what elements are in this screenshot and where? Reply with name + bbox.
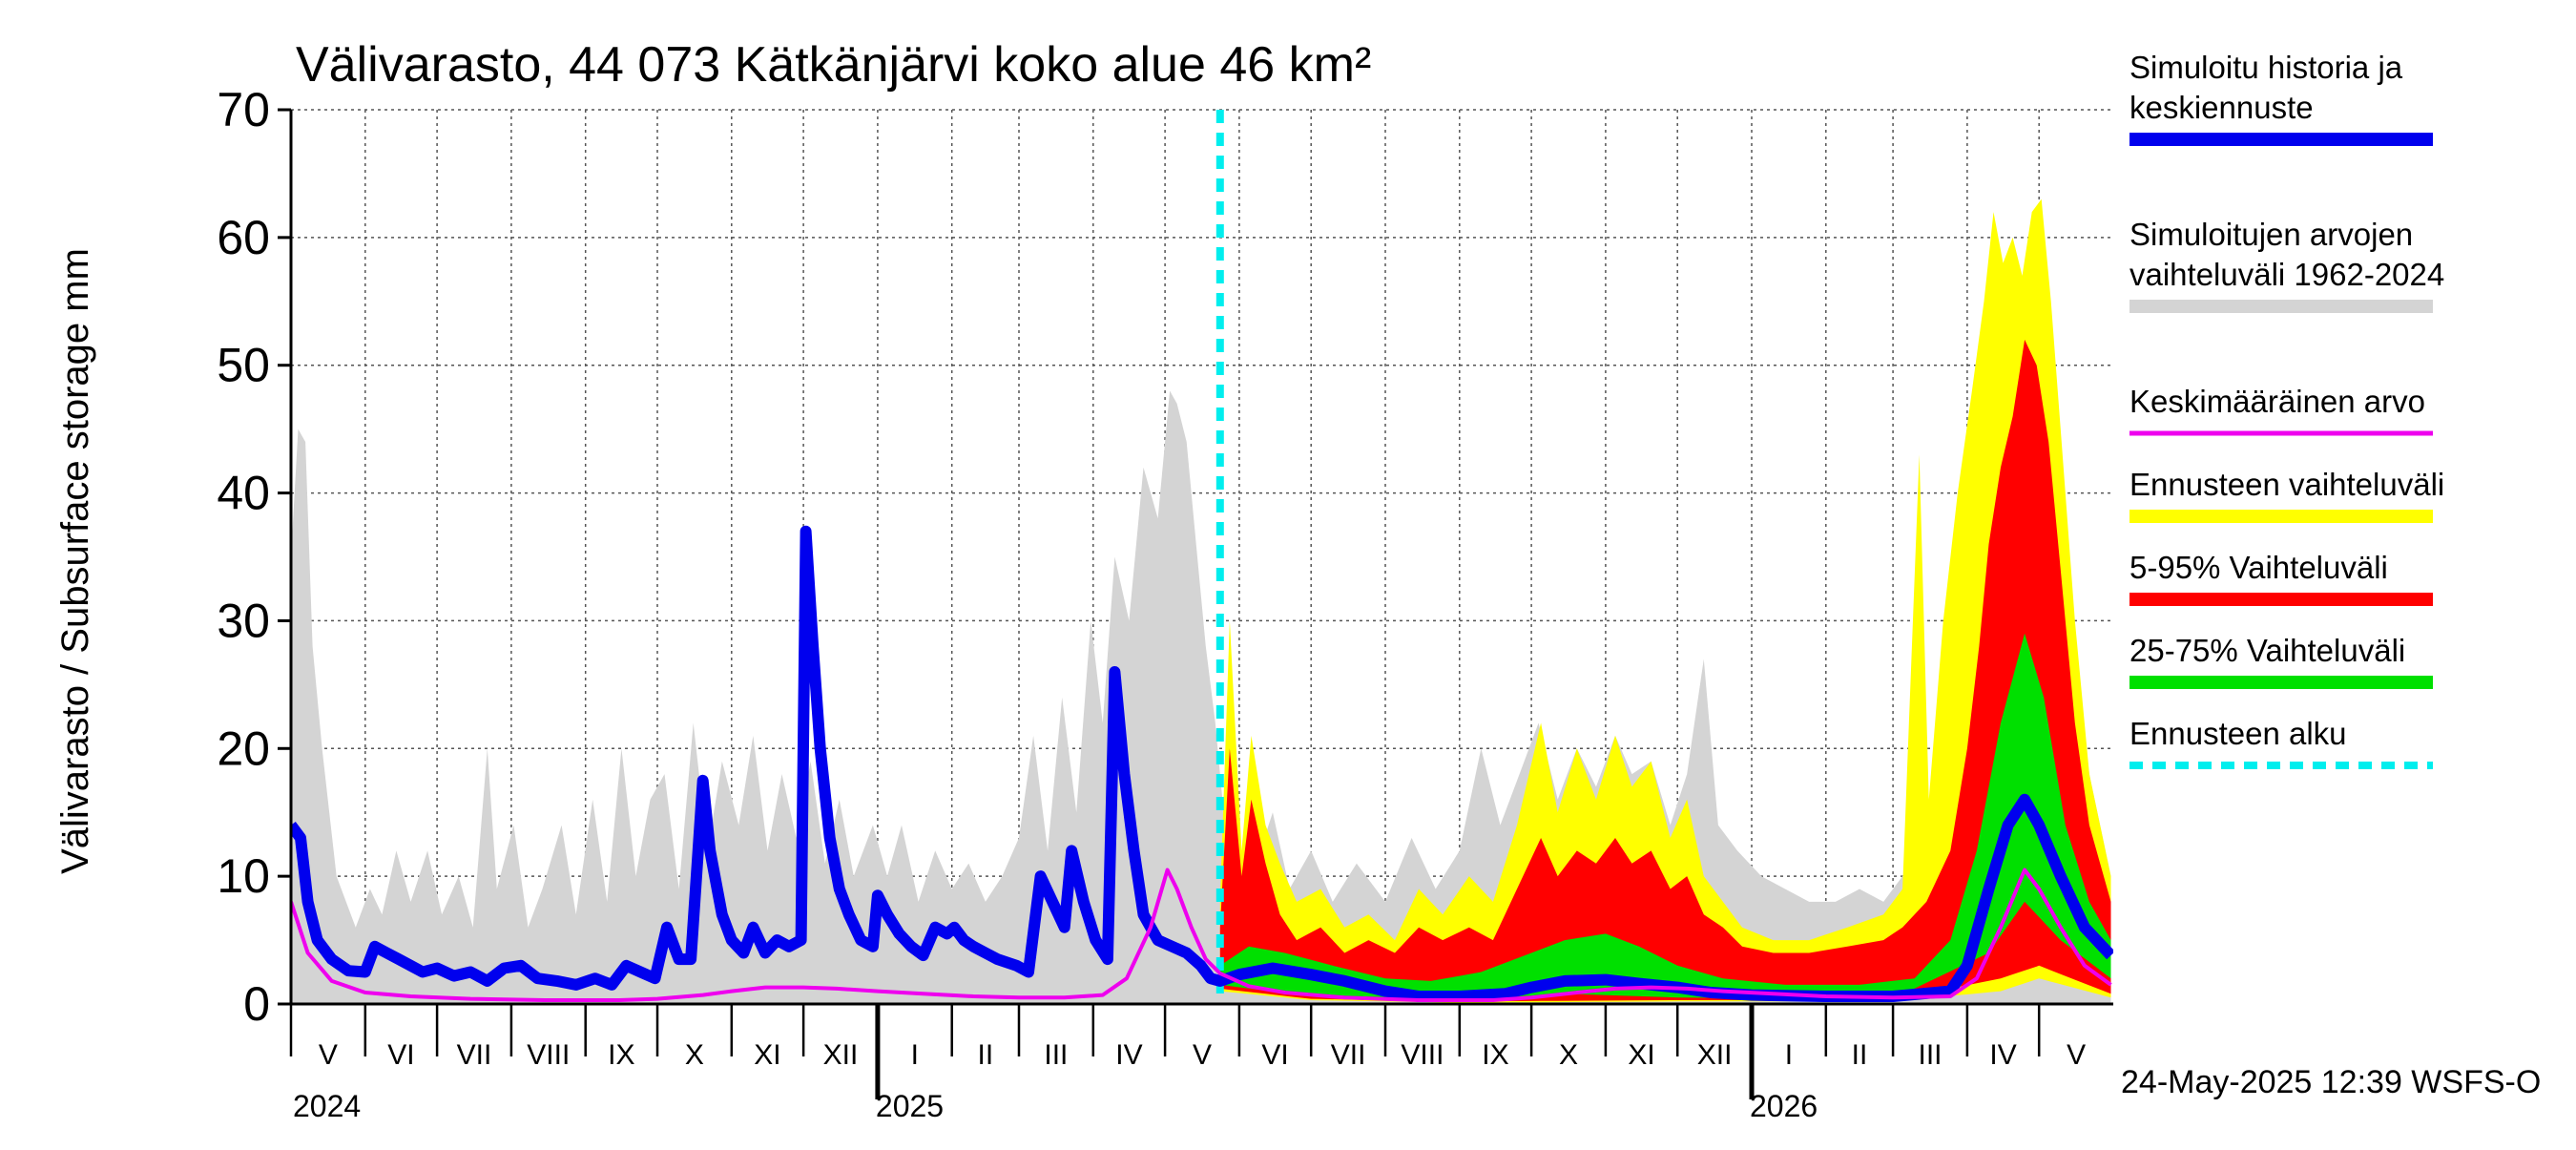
legend-label: 25-75% Vaihteluväli [2129,633,2405,668]
y-tick-label: 10 [217,849,270,903]
y-tick-label: 50 [217,339,270,392]
timestamp: 24-May-2025 12:39 WSFS-O [2121,1064,2541,1100]
month-label: VII [1331,1039,1366,1071]
band-p5_95 [1219,339,2111,1002]
month-label: VI [1261,1039,1288,1071]
month-label: IV [1989,1039,2016,1071]
band-range_1962_2024 [291,390,2111,1004]
legend-label: Keskimääräinen arvo [2129,384,2425,419]
month-label: V [2067,1039,2086,1071]
month-label: IX [608,1039,634,1071]
legend-label: vaihteluväli 1962-2024 [2129,257,2444,292]
legend-label: Ennusteen alku [2129,716,2347,751]
legend-label: Ennusteen vaihteluväli [2129,467,2444,502]
month-label: I [911,1039,919,1071]
series-line-history [291,525,2113,1002]
legend: Simuloitu historia ja keskiennuste Simuloi… [2129,50,2444,769]
year-label: 2025 [876,1089,944,1123]
y-tick-label: 30 [217,594,270,647]
month-label: VIII [1401,1039,1444,1071]
month-label: V [1193,1039,1212,1071]
year-label: 2024 [293,1089,361,1123]
data-lines [291,110,2113,1004]
month-label: X [1559,1039,1578,1071]
legend-label: 5-95% Vaihteluväli [2129,550,2388,585]
legend-label: keskiennuste [2129,90,2314,125]
band-p25_75 [1219,633,2111,1000]
month-label: V [319,1039,338,1071]
y-tick-label: 0 [243,977,270,1031]
month-label: III [1044,1039,1068,1071]
series-line-mean [291,868,2112,1002]
month-label: XI [754,1039,780,1071]
month-label: VII [457,1039,492,1071]
y-tick-label: 70 [217,83,270,136]
data-bands [291,199,2111,1004]
month-label: IV [1115,1039,1142,1071]
legend-label: Simuloitujen arvojen [2129,217,2413,252]
month-label: X [685,1039,704,1071]
month-label: IX [1482,1039,1508,1071]
month-label: III [1918,1039,1942,1071]
month-label: XI [1628,1039,1654,1071]
y-tick-label: 60 [217,211,270,264]
gridlines [291,109,2113,1004]
month-label: XII [1697,1039,1733,1071]
chart-title: Välivarasto, 44 073 Kätkänjärvi koko alu… [296,37,1371,93]
legend-label: Simuloitu historia ja [2129,50,2403,85]
y-tick-label: 20 [217,721,270,775]
month-label: I [1785,1039,1793,1071]
month-label: VIII [527,1039,570,1071]
y-axis-label: Välivarasto / Subsurface storage mm [54,248,96,874]
month-label: VI [387,1039,414,1071]
month-label: XII [823,1039,859,1071]
year-label: 2026 [1750,1089,1818,1123]
month-label: II [1852,1039,1868,1071]
month-label: II [978,1039,994,1071]
y-tick-label: 40 [217,467,270,520]
